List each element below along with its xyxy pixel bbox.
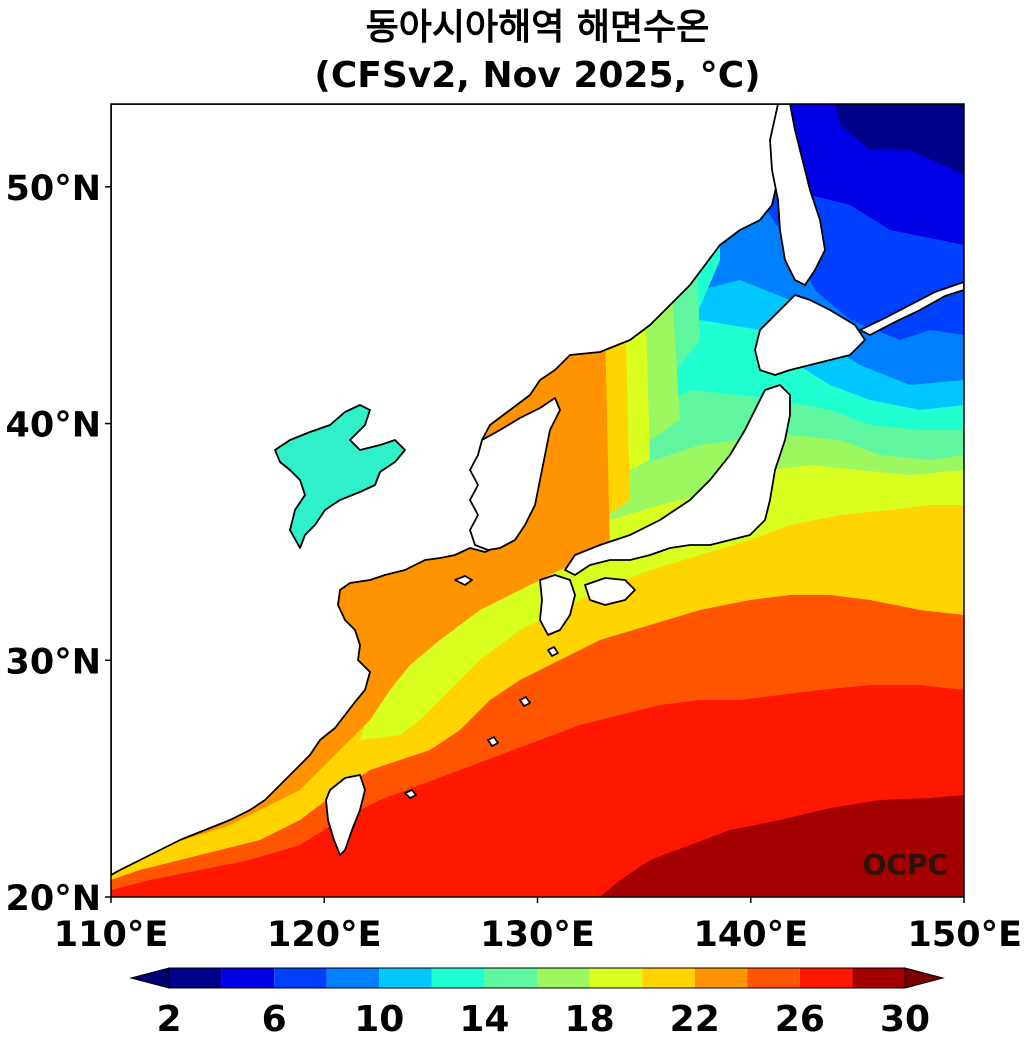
ryukyu-island-4 xyxy=(404,789,417,799)
colorbar-segment xyxy=(169,968,222,988)
chart-title: 동아시아해역 해면수온 xyxy=(365,7,710,48)
bohai-gulf-water xyxy=(274,404,406,549)
colorbar-tick-label: 10 xyxy=(354,999,404,1040)
colorbar-tick-label: 22 xyxy=(670,999,720,1040)
colorbar-segment xyxy=(537,968,590,988)
latitude-tick-label: 30°N xyxy=(6,642,102,682)
taiwan xyxy=(325,774,366,856)
longitude-tick-label: 140°E xyxy=(694,915,808,955)
colorbar-tick-label: 26 xyxy=(775,999,825,1040)
ryukyu-island-1 xyxy=(519,696,531,707)
colorbar-segment xyxy=(642,968,695,988)
latitude-tick-label: 40°N xyxy=(6,406,102,446)
colorbar-segment xyxy=(221,968,275,988)
latitude-axis: 20°N 30°N 40°N 50°N xyxy=(6,169,111,919)
colorbar-tick-label: 30 xyxy=(880,999,930,1040)
asian-mainland xyxy=(111,104,791,876)
kuril-islands xyxy=(859,281,964,336)
colorbar-tick-label: 6 xyxy=(262,999,287,1040)
colorbar-frame xyxy=(168,967,906,989)
colorbar-segment xyxy=(484,968,537,988)
ocpc-watermark: OCPC xyxy=(863,848,948,881)
latitude-tick-label: 50°N xyxy=(6,169,102,209)
colorbar-segment xyxy=(379,968,432,988)
longitude-tick-label: 120°E xyxy=(267,915,381,955)
longitude-tick-label: 150°E xyxy=(908,915,1022,955)
ryukyu-island-2 xyxy=(487,736,499,747)
colorbar-over-arrow xyxy=(904,967,945,989)
colorbar-segment xyxy=(274,968,327,988)
korean-peninsula xyxy=(469,397,561,551)
colorbar: 2 6 10 14 18 22 26 30 xyxy=(129,967,945,1040)
hokkaido xyxy=(754,294,866,376)
longitude-axis: 110°E 120°E 130°E 140°E 150°E xyxy=(54,897,1022,955)
longitude-tick-label: 110°E xyxy=(54,915,168,955)
jeju-island xyxy=(454,575,473,586)
longitude-tick-label: 130°E xyxy=(480,915,594,955)
colorbar-under-arrow xyxy=(129,967,170,989)
chart-title-block: 동아시아해역 해면수온 (CFSv2, Nov 2025, °C) xyxy=(0,4,1025,100)
kyushu xyxy=(539,574,576,636)
sakhalin xyxy=(769,104,826,286)
colorbar-segment xyxy=(694,968,748,988)
sst-band-28-30 xyxy=(600,795,964,897)
ryukyu-island-3 xyxy=(547,646,559,657)
colorbar-segment xyxy=(326,968,380,988)
colorbar-tick-label: 14 xyxy=(459,999,509,1040)
chart-subtitle: (CFSv2, Nov 2025, °C) xyxy=(314,55,761,96)
shikoku xyxy=(584,577,636,606)
colorbar-tick-label: 18 xyxy=(565,999,615,1040)
land-masses xyxy=(111,104,964,876)
honshu xyxy=(564,384,791,576)
colorbar-segment xyxy=(747,968,800,988)
colorbar-segment xyxy=(431,968,485,988)
latitude-tick-label: 20°N xyxy=(6,879,102,919)
colorbar-segment xyxy=(852,968,905,988)
colorbar-tick-label: 2 xyxy=(156,999,181,1040)
colorbar-segment xyxy=(799,968,853,988)
sst-field: OCPC xyxy=(111,104,964,897)
colorbar-segment xyxy=(589,968,643,988)
